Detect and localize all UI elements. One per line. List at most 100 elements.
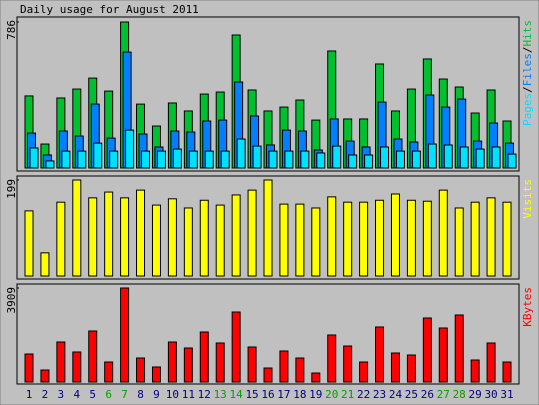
bar (491, 146, 501, 169)
bar (332, 145, 342, 169)
bar (72, 179, 82, 277)
bar (454, 207, 464, 277)
bar (215, 204, 225, 277)
bar (263, 179, 273, 277)
bar (183, 347, 193, 383)
x-tick-label: 15 (245, 388, 258, 401)
y-tick-label: 3909 (5, 287, 18, 314)
bar (486, 197, 496, 277)
bar (172, 148, 182, 169)
y-tick-label: 786 (5, 20, 18, 40)
bar (395, 150, 405, 169)
x-tick-label: 31 (500, 388, 513, 401)
bar (199, 199, 209, 277)
bar (311, 372, 321, 383)
bar (24, 210, 34, 277)
bar (120, 197, 130, 277)
x-tick-label: 16 (261, 388, 274, 401)
bar (24, 353, 34, 383)
bar (88, 197, 98, 277)
bar (359, 361, 369, 383)
x-tick-label: 26 (421, 388, 434, 401)
bar (231, 311, 241, 383)
bar (199, 331, 209, 383)
x-tick-label: 28 (453, 388, 466, 401)
bar (109, 150, 119, 169)
bar (327, 334, 337, 383)
bar (279, 350, 289, 383)
bar (215, 342, 225, 383)
bar (502, 361, 512, 383)
x-tick-label: 8 (137, 388, 144, 401)
legend: Pages/Files/Hits (521, 20, 534, 126)
bar (40, 252, 50, 277)
bar (375, 326, 385, 383)
bar (88, 330, 98, 383)
bar (231, 194, 241, 277)
bar (507, 153, 517, 169)
x-tick-label: 6 (105, 388, 112, 401)
bar (459, 146, 469, 169)
bar (120, 287, 130, 383)
bar (364, 154, 374, 169)
bar (56, 341, 66, 383)
bar (406, 199, 416, 277)
bar (136, 357, 146, 383)
bar (327, 196, 337, 277)
bar (390, 352, 400, 383)
y-tick-label: 199 (5, 179, 18, 199)
bar (359, 201, 369, 277)
bar (438, 327, 448, 383)
x-tick-label: 1 (26, 388, 33, 401)
bar (183, 207, 193, 277)
legend-entry: Pages (521, 93, 534, 126)
bar (167, 341, 177, 383)
x-tick-label: 9 (153, 388, 160, 401)
x-tick-label: 21 (341, 388, 354, 401)
bar (316, 152, 326, 169)
bar (45, 160, 55, 169)
bar (167, 198, 177, 277)
x-tick-label: 29 (469, 388, 482, 401)
bar (93, 142, 103, 169)
x-tick-label: 20 (325, 388, 338, 401)
x-tick-label: 22 (357, 388, 370, 401)
bar (380, 146, 390, 169)
bar (406, 354, 416, 383)
x-tick-label: 13 (214, 388, 227, 401)
bar (40, 369, 50, 383)
x-tick-label: 24 (389, 388, 403, 401)
bar (375, 199, 385, 277)
x-tick-label: 23 (373, 388, 386, 401)
bar (220, 150, 230, 169)
legend-separator: / (521, 86, 534, 93)
legend: KBytes (521, 287, 534, 327)
legend-entry: Files (521, 53, 534, 86)
bar (343, 201, 353, 277)
legend-entry: Visits (521, 179, 534, 219)
chart-title: Daily usage for August 2011 (20, 3, 199, 16)
legend-entry: KBytes (521, 287, 534, 327)
bar (77, 150, 87, 169)
bar (236, 138, 246, 169)
bar (268, 150, 278, 169)
bar (104, 191, 114, 277)
x-tick-label: 12 (198, 388, 211, 401)
bar (502, 201, 512, 277)
x-tick-label: 3 (58, 388, 65, 401)
bar (188, 150, 198, 169)
bar (343, 345, 353, 383)
bar (252, 145, 262, 169)
x-tick-label: 10 (166, 388, 179, 401)
x-tick-label: 19 (309, 388, 322, 401)
bar (295, 357, 305, 383)
x-tick-label: 14 (230, 388, 244, 401)
x-tick-label: 11 (182, 388, 195, 401)
x-tick-label: 17 (277, 388, 290, 401)
bar (470, 201, 480, 277)
bar (454, 314, 464, 383)
bar (204, 150, 214, 169)
bar (311, 207, 321, 277)
legend-entry: Hits (521, 20, 534, 47)
